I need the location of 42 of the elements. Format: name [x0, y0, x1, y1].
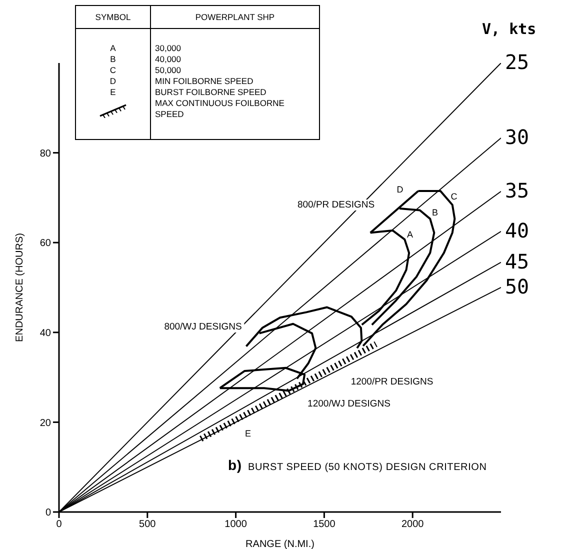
y-tick-label: 0: [45, 508, 52, 519]
x-tick-label: 500: [139, 519, 156, 530]
annotation: 800/WJ DESIGNS: [162, 322, 244, 332]
series-label: 45: [505, 249, 530, 274]
annotation: 1200/WJ DESIGNS: [306, 398, 392, 410]
y-tick-label: 40: [40, 328, 52, 339]
annotation: 50,000: [155, 65, 182, 76]
annotation: MIN FOILBORNE SPEED: [155, 76, 254, 87]
x-tick-label: 1500: [313, 519, 336, 530]
y-tick-label: 80: [40, 148, 52, 160]
annotation: C: [450, 192, 458, 202]
text: POWERPLANT SHP: [195, 12, 275, 22]
x-axis-title: RANGE (N.MI.): [246, 539, 314, 549]
series-label: 25: [505, 50, 530, 74]
x-tick-label: 2000: [401, 519, 424, 530]
annotation: MAX CONTINUOUS FOILBORNE SPEED: [155, 98, 286, 120]
annotation: E: [109, 87, 117, 98]
series-label: 50: [505, 274, 530, 298]
y-axis-title: ENDURANCE (HOURS): [14, 233, 26, 342]
annotation: B: [431, 208, 439, 218]
annotation: 800/PR DESIGNS: [295, 200, 377, 210]
text: SYMBOL: [95, 12, 131, 22]
annotation: B: [109, 54, 117, 65]
annotation: E: [244, 428, 252, 440]
annotation: D: [108, 76, 118, 87]
legend-title: V, kts: [482, 20, 536, 38]
annotation: 1200/PR DESIGNS: [348, 376, 436, 388]
annotation: D: [396, 184, 404, 196]
annotation: A: [406, 230, 414, 240]
y-tick-label: 60: [40, 238, 52, 250]
annotation: b) BURST SPEED (50 KNOTS) DESIGN CRITERION: [228, 457, 487, 473]
annotation: C: [108, 65, 118, 76]
x-tick-label: 1000: [224, 519, 248, 530]
text: 30,000: [155, 43, 181, 53]
annotation: 40,000: [155, 54, 182, 65]
series-label: 35: [505, 178, 530, 202]
series-label: 30: [505, 124, 530, 149]
annotation: BURST FOILBORNE SPEED: [155, 87, 268, 98]
x-tick-label: 0: [56, 519, 62, 530]
text: A: [110, 43, 116, 53]
series-label: 40: [505, 218, 530, 242]
y-tick-label: 20: [40, 418, 52, 429]
